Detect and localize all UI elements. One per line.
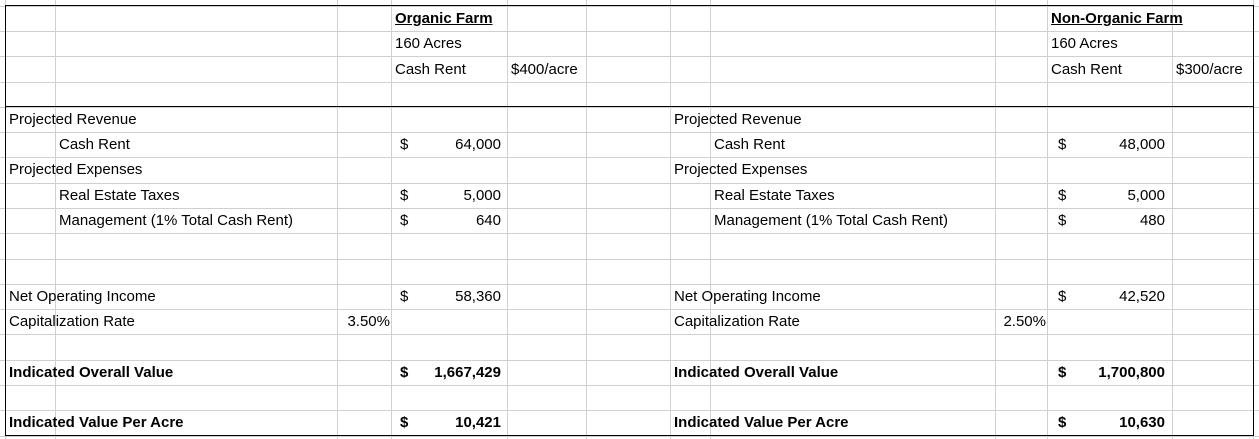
organic-projected-expenses-label: Projected Expenses <box>9 161 143 178</box>
organic-projected-revenue-label: Projected Revenue <box>9 111 137 128</box>
nonorganic-net-operating-income-label: Net Operating Income <box>674 288 821 305</box>
nonorganic-projected-revenue-label: Projected Revenue <box>674 111 802 128</box>
nonorganic-indicated-value-per-acre-value: 10,630 <box>1119 414 1165 431</box>
nonorganic-management-label: Management (1% Total Cash Rent) <box>714 212 949 229</box>
nonorganic-net-operating-income-value: 42,520 <box>1119 288 1165 305</box>
nonorganic-real-estate-taxes-label: Real Estate Taxes <box>714 187 835 204</box>
organic-indicated-value-per-acre-label: Indicated Value Per Acre <box>9 414 184 431</box>
nonorganic-management-currency: $ <box>1058 212 1067 229</box>
nonorganic-indicated-value-per-acre-currency: $ <box>1058 414 1067 431</box>
nonorganic-cash-rent-value: 48,000 <box>1119 136 1165 153</box>
organic-management-value: 640 <box>475 212 501 229</box>
nonorganic-net-operating-income-currency: $ <box>1058 288 1067 305</box>
organic-management-currency: $ <box>400 212 409 229</box>
organic-management-label: Management (1% Total Cash Rent) <box>59 212 294 229</box>
nonorganic-acres: 160 Acres <box>1051 35 1118 52</box>
organic-real-estate-taxes-value: 5,000 <box>463 187 501 204</box>
organic-cash-rent-rate: $400/acre <box>511 61 578 78</box>
nonorganic-indicated-overall-value-currency: $ <box>1058 364 1067 381</box>
organic-indicated-overall-value-label: Indicated Overall Value <box>9 364 174 381</box>
organic-cash-rent-currency: $ <box>400 136 409 153</box>
organic-capitalization-rate-value: 3.50% <box>347 313 390 330</box>
nonorganic-indicated-value-per-acre-label: Indicated Value Per Acre <box>674 414 849 431</box>
organic-net-operating-income-label: Net Operating Income <box>9 288 156 305</box>
organic-net-operating-income-value: 58,360 <box>455 288 501 305</box>
organic-indicated-value-per-acre-value: 10,421 <box>455 414 501 431</box>
organic-indicated-value-per-acre-currency: $ <box>400 414 409 431</box>
organic-cash-rent-row-label: Cash Rent <box>59 136 130 153</box>
nonorganic-cash-rent-rate: $300/acre <box>1176 61 1243 78</box>
nonorganic-farm-title: Non-Organic Farm <box>1051 10 1183 27</box>
organic-net-operating-income-currency: $ <box>400 288 409 305</box>
nonorganic-management-value: 480 <box>1139 212 1165 229</box>
organic-capitalization-rate-label: Capitalization Rate <box>9 313 135 330</box>
organic-farm-title: Organic Farm <box>395 10 493 27</box>
nonorganic-cash-rent-row-label: Cash Rent <box>714 136 785 153</box>
nonorganic-capitalization-rate-value: 2.50% <box>1003 313 1046 330</box>
organic-cash-rent-value: 64,000 <box>455 136 501 153</box>
organic-acres: 160 Acres <box>395 35 462 52</box>
nonorganic-real-estate-taxes-value: 5,000 <box>1127 187 1165 204</box>
organic-indicated-overall-value-currency: $ <box>400 364 409 381</box>
organic-real-estate-taxes-label: Real Estate Taxes <box>59 187 180 204</box>
organic-indicated-overall-value-value: 1,667,429 <box>434 364 501 381</box>
nonorganic-projected-expenses-label: Projected Expenses <box>674 161 808 178</box>
organic-cash-rent-label: Cash Rent <box>395 61 466 78</box>
organic-real-estate-taxes-currency: $ <box>400 187 409 204</box>
nonorganic-indicated-overall-value-value: 1,700,800 <box>1098 364 1165 381</box>
nonorganic-real-estate-taxes-currency: $ <box>1058 187 1067 204</box>
nonorganic-capitalization-rate-label: Capitalization Rate <box>674 313 800 330</box>
nonorganic-cash-rent-label: Cash Rent <box>1051 61 1122 78</box>
nonorganic-indicated-overall-value-label: Indicated Overall Value <box>674 364 839 381</box>
nonorganic-cash-rent-currency: $ <box>1058 136 1067 153</box>
